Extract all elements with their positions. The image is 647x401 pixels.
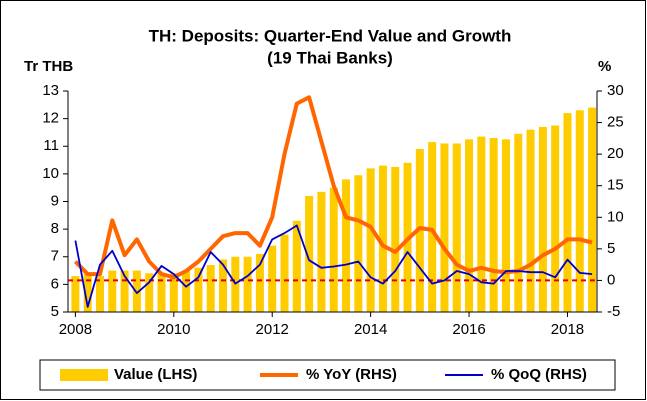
bar: [452, 143, 461, 312]
bar: [243, 256, 252, 312]
x-tick-label: 2016: [452, 321, 485, 338]
legend-swatch: [60, 369, 108, 381]
bar: [255, 253, 264, 312]
bar: [440, 143, 449, 312]
y-tick-label: 9: [51, 192, 59, 209]
legend-label: % QoQ (RHS): [491, 366, 587, 383]
y2-axis-label: %: [598, 58, 611, 75]
bar: [268, 245, 277, 312]
line-series: [74, 224, 593, 308]
y2-tick-label: 20: [607, 145, 624, 162]
bar: [95, 276, 104, 312]
x-tick-label: 2018: [551, 321, 584, 338]
y-tick-label: 7: [51, 248, 59, 265]
y-tick-label: 11: [43, 137, 59, 154]
bar: [391, 166, 400, 312]
bar: [551, 125, 560, 312]
bar: [477, 136, 486, 312]
bar: [563, 113, 572, 312]
bar: [280, 234, 289, 312]
y2-tick-label: 0: [607, 271, 615, 288]
bar: [538, 126, 547, 312]
x-tick-label: 2012: [256, 321, 289, 338]
bar: [194, 267, 203, 312]
bar: [305, 195, 314, 312]
y-tick-label: 8: [51, 220, 59, 237]
y-tick-label: 6: [51, 275, 59, 292]
bar: [526, 129, 535, 312]
bar: [317, 191, 326, 312]
bar: [514, 133, 523, 312]
x-tick-label: 2008: [59, 321, 92, 338]
y2-tick-label: -5: [607, 303, 620, 320]
bar: [169, 273, 178, 312]
y-tick-label: 13: [42, 82, 59, 99]
x-tick-label: 2010: [157, 321, 190, 338]
legend-box: [39, 359, 616, 391]
bar: [219, 259, 228, 312]
bar: [108, 270, 117, 312]
y2-tick-label: 25: [607, 114, 624, 131]
y2-tick-label: 10: [607, 208, 624, 225]
y-tick-label: 10: [42, 165, 59, 182]
bar: [206, 265, 215, 312]
y2-tick-label: 15: [607, 177, 624, 194]
bar: [145, 273, 154, 312]
bar: [378, 165, 387, 312]
bar: [489, 137, 498, 312]
legend-label: % YoY (RHS): [306, 366, 397, 383]
x-tick-label: 2014: [354, 321, 387, 338]
bar: [342, 179, 351, 312]
legend-label: Value (LHS): [114, 366, 197, 383]
chart-title: TH: Deposits: Quarter-End Value and Grow…: [149, 26, 512, 45]
y2-tick-label: 5: [607, 240, 615, 257]
bar: [354, 175, 363, 312]
bar: [120, 270, 129, 312]
bar: [292, 220, 301, 312]
bar: [83, 273, 92, 312]
bar: [329, 187, 338, 312]
bar: [588, 107, 597, 312]
bar: [366, 168, 375, 312]
bar: [428, 142, 437, 312]
bar: [71, 276, 80, 312]
chart-subtitle: (19 Thai Banks): [267, 48, 393, 67]
bar: [465, 139, 474, 312]
bar: [575, 110, 584, 313]
y-tick-label: 12: [42, 110, 59, 127]
y-axis-label: Tr THB: [24, 58, 73, 75]
bar: [182, 270, 191, 312]
y-tick-label: 5: [51, 303, 59, 320]
bar: [132, 270, 141, 312]
bar: [501, 139, 510, 312]
y2-tick-label: 30: [607, 82, 624, 99]
bar: [157, 273, 166, 312]
